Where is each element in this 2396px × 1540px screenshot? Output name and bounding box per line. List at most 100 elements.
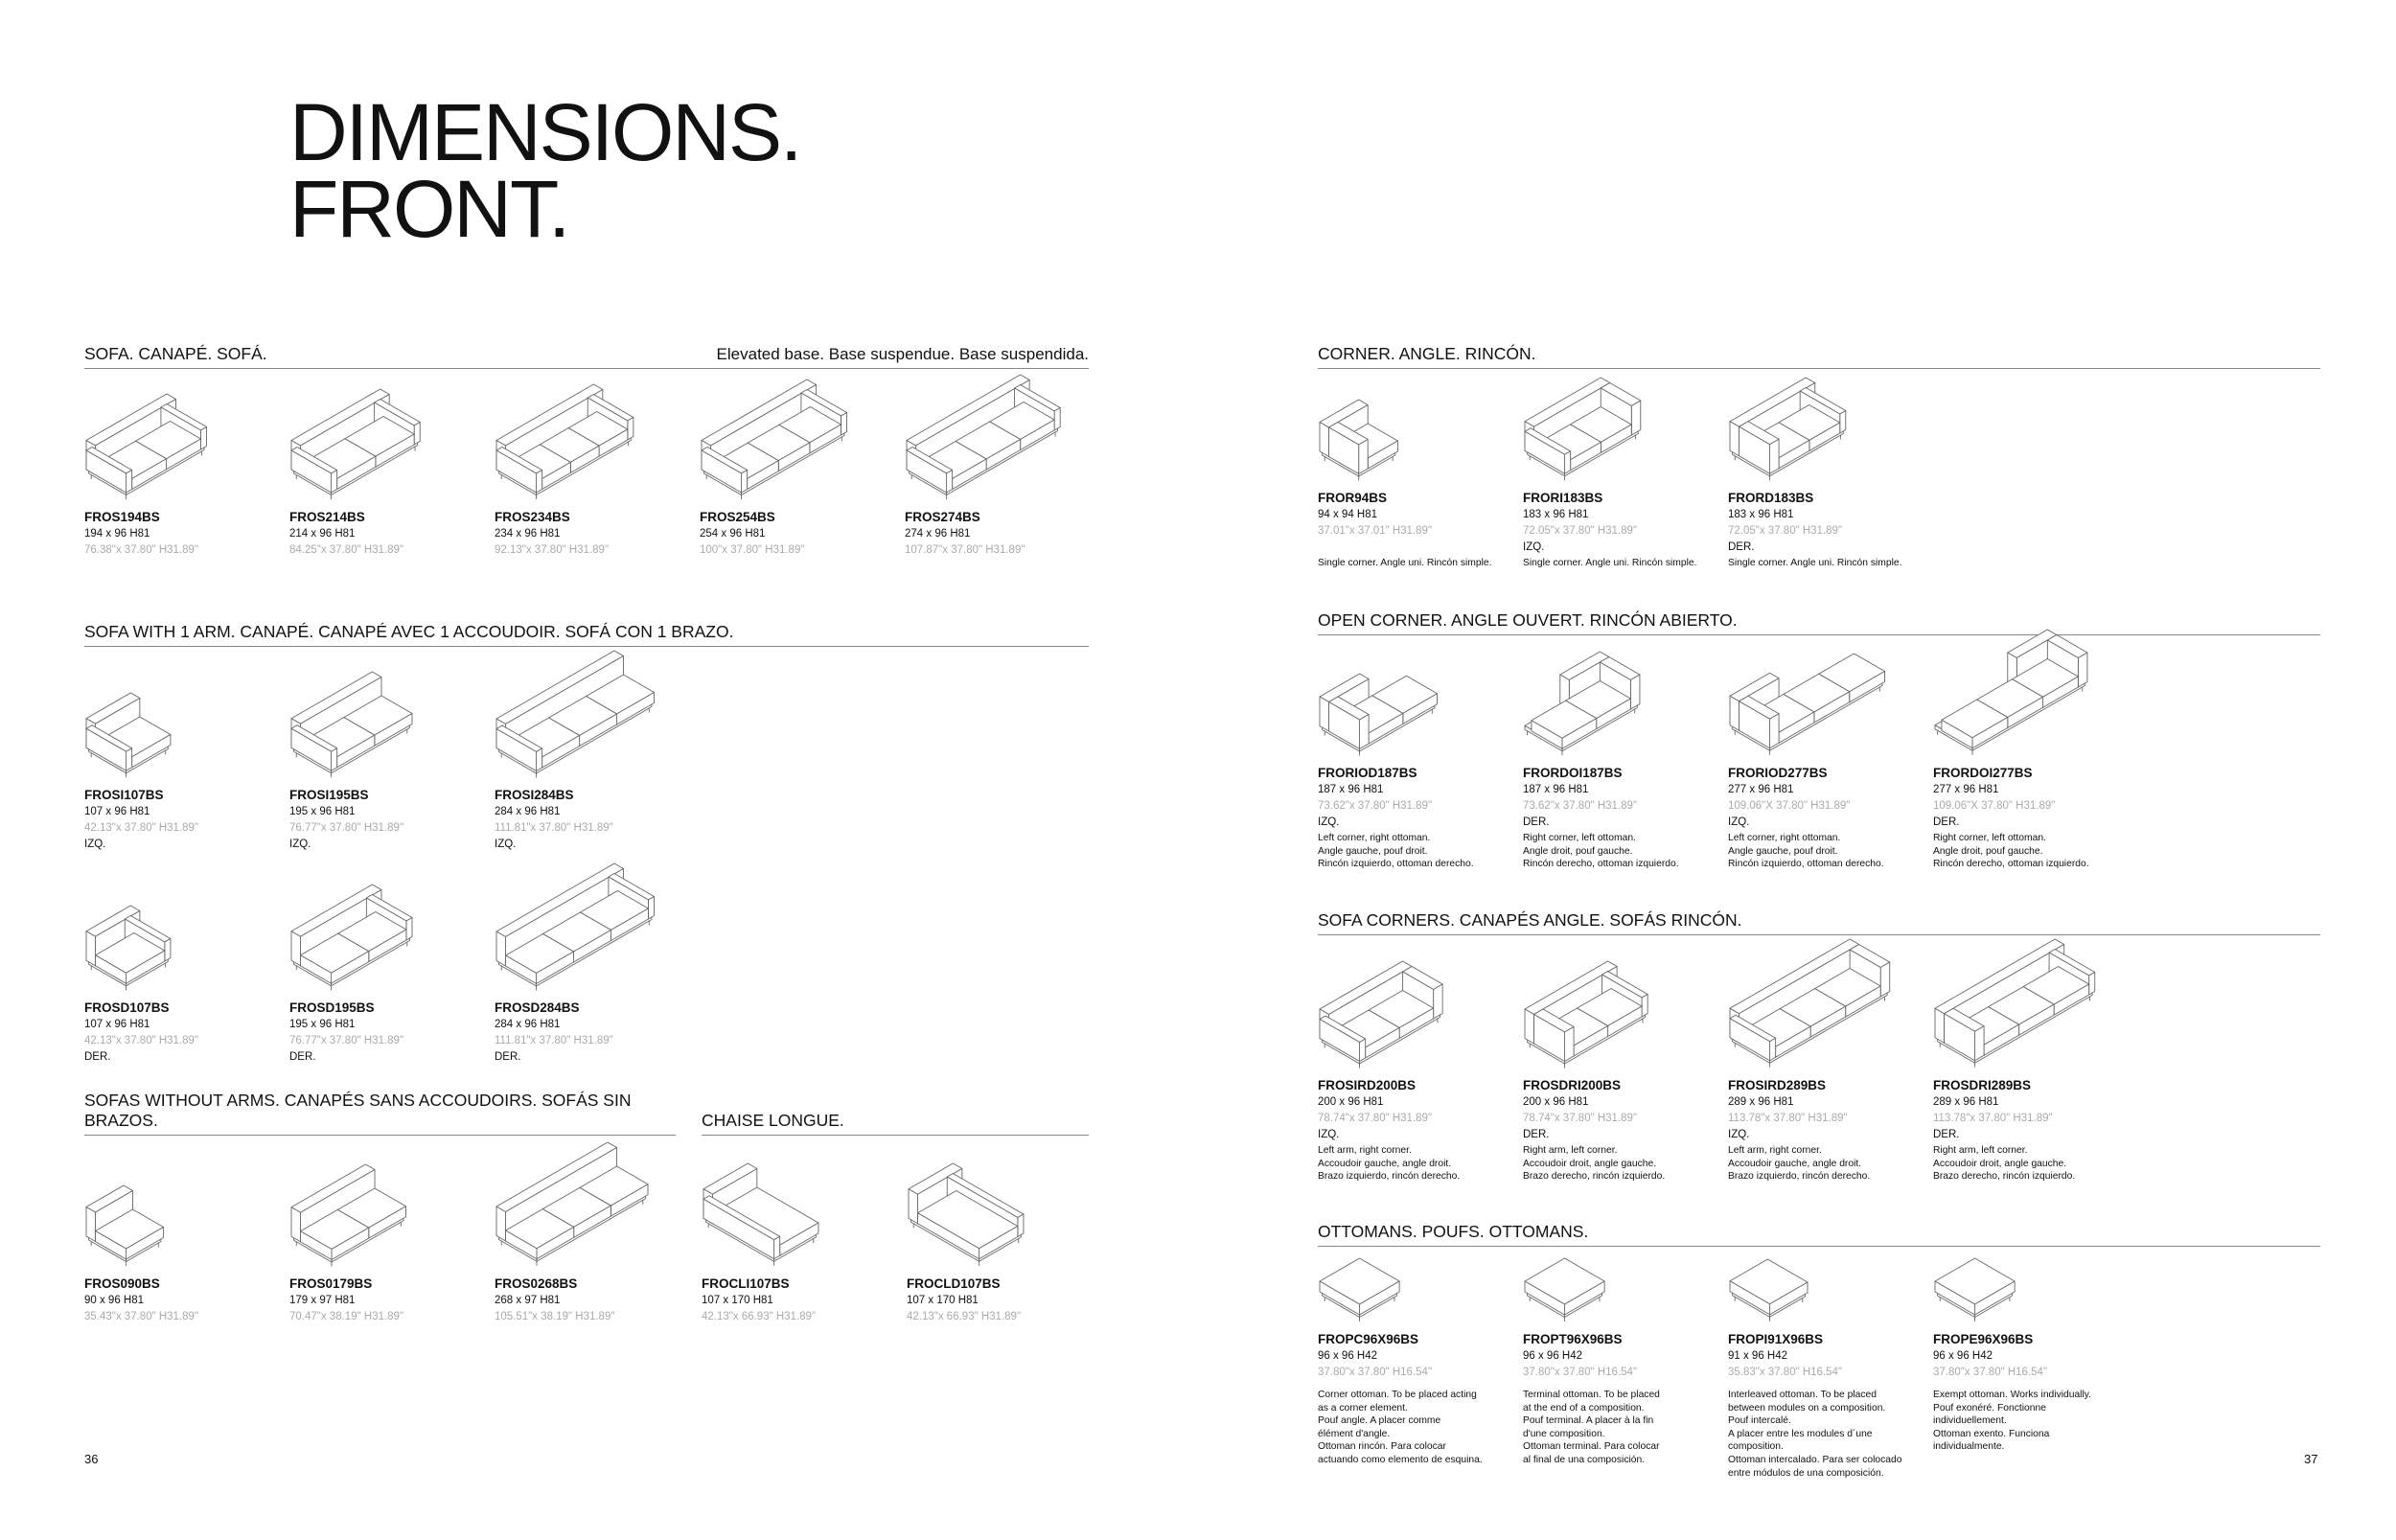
drawing-line [1941, 720, 1973, 749]
drawing-line [300, 954, 333, 984]
drawing-line [906, 449, 948, 494]
drawing-line [1729, 421, 1739, 456]
dimensions-inches: 109.06"X 37.80" H31.89" [1728, 800, 1851, 812]
furniture-drawing [85, 393, 208, 499]
drawing-line [85, 931, 96, 966]
dimensions-inches: 35.43"x 37.80" H31.89" [84, 1311, 199, 1322]
product-code: FROCLI107BS [702, 1276, 790, 1291]
drawing-line [95, 954, 127, 984]
drawing-line [1358, 438, 1369, 474]
drawing-line [495, 931, 506, 966]
dimensions-inches: 105.51"x 38.19" H31.89" [495, 1311, 615, 1322]
drawing-line [536, 747, 543, 771]
furniture-drawing [1729, 653, 1885, 755]
drawing-line [917, 1212, 980, 1260]
dimensions-inches: 76.38"x 37.80" H31.89" [84, 544, 199, 556]
drawing-line [495, 449, 538, 494]
drawing-line [1319, 696, 1329, 731]
furniture-drawing [1319, 1257, 1400, 1322]
drawing-line [2088, 972, 2096, 996]
dimensions-cm: 268 x 97 H81 [495, 1295, 561, 1306]
orientation-label: DER. [1523, 816, 1550, 828]
product-drawing [1318, 639, 1523, 765]
section-header: CHAISE LONGUE. [702, 1109, 1089, 1136]
product-item: FROPE96X96BS 96 x 96 H42 37.80"x 37.80" H1… [1933, 1251, 2138, 1480]
section-header: OPEN CORNER. ANGLE OUVERT. RINCÓN ABIERT… [1318, 609, 2320, 635]
furniture-drawing [908, 1162, 1025, 1266]
product-drawing [1728, 639, 1933, 765]
product-item: FROSIRD200BS 200 x 96 H81 78.74"x 37.80" H… [1318, 939, 1523, 1184]
drawing-line [290, 1206, 301, 1242]
dimensions-cm: 195 x 96 H81 [289, 1019, 356, 1030]
drawing-line [405, 916, 413, 941]
furniture-drawing [1934, 629, 2088, 755]
orientation-label: IZQ. [1523, 541, 1545, 553]
dimensions-inches: 37.01"x 37.01" H31.89" [1318, 525, 1433, 537]
spacer [1933, 1381, 2138, 1387]
product-drawing [1933, 938, 2138, 1077]
page-number-left: 36 [84, 1452, 99, 1466]
drawing-line [773, 1236, 781, 1260]
dimensions-inches: 100"x 37.80" H31.89" [700, 544, 805, 556]
drawing-line [1531, 720, 1563, 749]
drawing-line [1319, 421, 1329, 457]
drawing-line [85, 449, 127, 494]
product-description: Left arm, right corner. Accoudoir gauche… [1728, 1145, 1871, 1183]
drawing-line [701, 449, 743, 494]
drawing-line [1739, 425, 1771, 474]
drawing-line [536, 470, 543, 494]
product-item: FROS254BS 254 x 96 H81 100"x 37.80" H31.89… [700, 373, 905, 559]
drawing-line [164, 937, 172, 962]
furniture-drawing [1319, 960, 1443, 1068]
product-drawing [495, 373, 700, 509]
orientation-label: IZQ. [495, 839, 517, 850]
orientation-label: DER. [84, 1051, 111, 1063]
section-sofas-no-arms: SOFAS WITHOUT ARMS. CANAPÉS SANS ACCOUDO… [84, 1091, 676, 1325]
furniture-drawing [1524, 1257, 1605, 1322]
drawing-line [200, 426, 208, 450]
product-drawing [1728, 373, 1933, 490]
drawing-line [1641, 993, 1648, 1017]
product-item: FROS234BS 234 x 96 H81 92.13"x 37.80" H31.… [495, 373, 700, 559]
product-drawing [1318, 373, 1523, 490]
furniture-drawing [1524, 960, 1648, 1068]
dimensions-cm: 289 x 96 H81 [1728, 1096, 1794, 1108]
product-code: FROSD195BS [289, 1000, 375, 1015]
product-item: FROS0179BS 179 x 97 H81 70.47"x 38.19" H31… [289, 1139, 495, 1325]
product-item: FROCLI107BS 107 x 170 H81 42.13"x 66.93" H… [702, 1139, 907, 1325]
orientation-label: DER. [495, 1051, 521, 1063]
product-code: FRORIOD277BS [1728, 766, 1828, 780]
product-code: FROS090BS [84, 1276, 160, 1291]
product-item: FROSI107BS 107 x 96 H81 42.13"x 37.80" H31… [84, 651, 289, 852]
product-item: FROSD107BS 107 x 96 H81 42.13"x 37.80" H31… [84, 863, 289, 1065]
dimensions-cm: 284 x 96 H81 [495, 1019, 561, 1030]
furniture-drawing [495, 862, 655, 990]
dimensions-cm: 254 x 96 H81 [700, 528, 766, 540]
section-chaise-longue: CHAISE LONGUE. FROCLI107BS 107 x 170 H81 4… [702, 1109, 1089, 1325]
drawing-line [85, 1207, 96, 1242]
drawing-line [126, 470, 133, 494]
dimensions-cm: 187 x 96 H81 [1523, 784, 1589, 795]
product-grid: FROSIRD200BS 200 x 96 H81 78.74"x 37.80" H… [1318, 938, 2320, 1184]
page-number-right: 37 [2304, 1452, 2318, 1466]
orientation-label: DER. [1523, 1129, 1550, 1140]
drawing-line [1433, 983, 1443, 1019]
product-item: FRORIOD277BS 277 x 96 H81 109.06"X 37.80" … [1728, 639, 1933, 871]
furniture-drawing [290, 1163, 406, 1266]
orientation-label: IZQ. [84, 839, 106, 850]
furniture-drawing [701, 379, 847, 499]
product-code: FRORDOI277BS [1933, 766, 2033, 780]
product-drawing [1318, 939, 1523, 1077]
drawing-line [1564, 1025, 1575, 1062]
product-drawing [84, 1139, 289, 1276]
section-title: SOFAS WITHOUT ARMS. CANAPÉS SANS ACCOUDO… [84, 1091, 632, 1130]
furniture-drawing [1729, 377, 1847, 480]
dimensions-inches: 73.62"x 37.80" H31.89" [1523, 800, 1638, 812]
product-item: FROSDRI289BS 289 x 96 H81 113.78"x 37.80" … [1933, 938, 2138, 1184]
product-description: Left arm, right corner. Accoudoir gauche… [1318, 1145, 1461, 1183]
dimensions-inches: 78.74"x 37.80" H31.89" [1523, 1113, 1638, 1124]
section-title: OTTOMANS. POUFS. OTTOMANS. [1318, 1222, 1589, 1241]
product-drawing [495, 650, 700, 787]
product-item: FROSD284BS 284 x 96 H81 111.81"x 37.80" H3… [495, 862, 700, 1065]
dimensions-inches: 73.62"x 37.80" H31.89" [1318, 800, 1433, 812]
